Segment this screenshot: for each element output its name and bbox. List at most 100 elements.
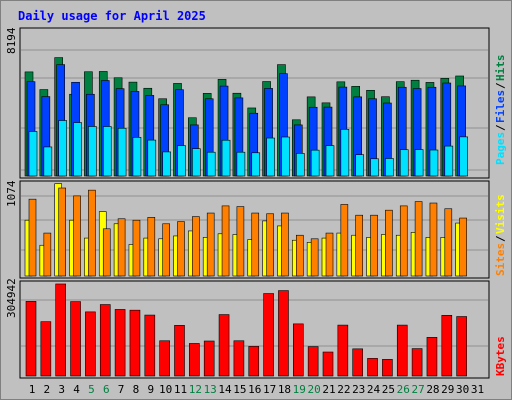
legend-sep: / (494, 124, 507, 131)
sites-bar (266, 213, 274, 277)
pages-bar (117, 127, 127, 177)
day-label: 19 (293, 383, 306, 396)
day-label: 17 (263, 383, 276, 396)
x-axis-day-labels: 1 2 3 4 5 6 7 8 9 10 11 12 13 14 15 16 17 18 19 20 21 22 23 24 2… (29, 383, 484, 396)
sites-bar (73, 195, 81, 277)
day-label: 21 (322, 383, 335, 396)
day-label: 20 (308, 383, 321, 396)
day-label: 2 (44, 383, 51, 396)
day-label: 4 (73, 383, 80, 396)
day-label: 26 (397, 383, 410, 396)
pages-bar (221, 139, 231, 177)
kbytes-bar (203, 340, 215, 377)
kbytes-bar (337, 324, 349, 377)
kbytes-bar (40, 321, 52, 377)
sites-bar (399, 205, 408, 277)
kbytes-bar (456, 316, 467, 377)
kbytes-bar (144, 314, 156, 377)
kbytes-bar (411, 348, 423, 377)
pages-bar (132, 137, 142, 177)
kbytes-bar (263, 293, 274, 377)
legend-sites: Sites (494, 243, 507, 276)
sites-bar (459, 217, 467, 277)
kbytes-bar (189, 343, 200, 377)
day-label: 27 (411, 383, 424, 396)
kbytes-legend: KBytes (494, 336, 507, 376)
pages-bar (192, 148, 201, 177)
legend-sep: / (494, 82, 507, 89)
visits-legend: Sites / Visits (494, 194, 507, 276)
day-label: 8 (133, 383, 140, 396)
day-label: 13 (204, 383, 217, 396)
sites-bar (162, 223, 170, 277)
kbytes-y-max-label: 304942 (5, 278, 18, 318)
kbytes-bar (233, 340, 245, 377)
pages-bar (43, 146, 53, 177)
day-label: 12 (189, 383, 202, 396)
pages-bar (281, 136, 290, 177)
pages-bar (370, 158, 379, 177)
pages-bar (206, 151, 216, 177)
day-label: 3 (58, 383, 65, 396)
kbytes-bar (322, 351, 334, 377)
kbytes-bar (426, 337, 438, 377)
sites-bar (340, 204, 349, 277)
day-label: 31 (471, 383, 484, 396)
pages-bar (399, 149, 409, 177)
day-label: 9 (147, 383, 154, 396)
sites-bar (310, 238, 319, 277)
day-label: 28 (426, 383, 439, 396)
pages-bar (429, 149, 439, 177)
sites-bar (132, 219, 141, 277)
sites-bar (147, 217, 156, 277)
sites-bar (177, 221, 185, 277)
kbytes-bar (70, 301, 81, 377)
sites-bar (192, 216, 200, 277)
pages-bar (162, 151, 171, 177)
kbytes-bar (292, 323, 304, 377)
kbytes-bar (174, 325, 185, 377)
sites-bar (251, 212, 260, 277)
day-label: 14 (218, 383, 232, 396)
pages-bar (266, 137, 275, 177)
kbytes-bar (25, 301, 37, 377)
sites-bar (58, 187, 67, 277)
pages-bar (28, 131, 38, 177)
hits-y-max-label: 8194 (5, 27, 18, 54)
kbytes-bar (85, 311, 96, 377)
legend-files: Files (494, 90, 507, 123)
pages-bar (102, 126, 112, 177)
sites-bar (281, 212, 289, 277)
day-label: 1 (29, 383, 36, 396)
day-label: 22 (337, 383, 350, 396)
kbytes-bar (307, 346, 319, 377)
pages-bar (414, 149, 424, 177)
sites-bar (414, 201, 423, 277)
pages-bar (444, 145, 454, 177)
pages-bar (340, 128, 350, 177)
pages-bar (147, 139, 157, 177)
pages-bar (88, 126, 97, 177)
sites-bar (28, 198, 37, 277)
kbytes-bar (218, 314, 230, 377)
kbytes-bar (248, 346, 260, 377)
sites-bar (295, 234, 304, 277)
sites-bar (429, 202, 438, 277)
kbytes-bar (278, 290, 289, 377)
legend-visits: Visits (494, 194, 507, 234)
pages-bar (58, 120, 68, 177)
pages-bar (236, 151, 246, 177)
day-label: 29 (441, 383, 454, 396)
legend-sep: / (494, 235, 507, 242)
day-label: 11 (174, 383, 187, 396)
pages-bar (385, 158, 394, 177)
sites-bar (88, 189, 96, 277)
pages-bar (325, 145, 335, 177)
sites-bar (325, 232, 334, 277)
pages-bar (355, 154, 365, 177)
day-label: 10 (159, 383, 172, 396)
legend-pages: Pages (494, 132, 507, 165)
sites-bar (370, 214, 378, 277)
kbytes-bar (129, 309, 141, 377)
